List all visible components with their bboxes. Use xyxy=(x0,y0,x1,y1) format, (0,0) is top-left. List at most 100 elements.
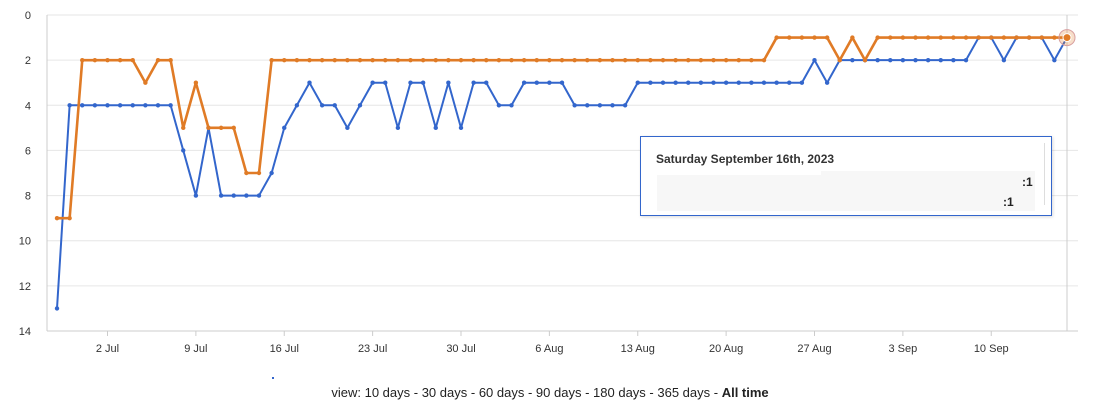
series-1-point xyxy=(294,103,300,108)
series-2-point xyxy=(989,35,994,40)
series-1-point xyxy=(218,193,224,198)
series-2-point xyxy=(976,35,981,40)
series-2-point xyxy=(155,57,161,63)
series-1-point xyxy=(269,170,274,176)
view-option-180-days[interactable]: 180 days xyxy=(593,385,646,400)
series-1-point xyxy=(193,193,199,198)
series-1-point xyxy=(307,80,312,85)
series-2-point xyxy=(420,57,426,63)
series-1-point xyxy=(496,103,502,108)
series-2-point xyxy=(509,57,514,63)
series-1-point xyxy=(761,80,767,85)
series-2-point xyxy=(635,57,640,63)
series-2-point xyxy=(749,57,754,63)
y-tick-label: 4 xyxy=(25,100,31,112)
view-option-all-time[interactable]: All time xyxy=(721,385,769,400)
series-1-point xyxy=(723,80,729,85)
series-1-point xyxy=(799,80,805,85)
series-2-point xyxy=(181,125,186,131)
view-option-90-days[interactable]: 90 days xyxy=(535,385,582,400)
series-2-point xyxy=(446,57,451,63)
series-2-point xyxy=(294,57,300,63)
tooltip-value-series-1: :1 xyxy=(1022,175,1033,189)
series-2-point xyxy=(547,57,552,63)
series-1-point xyxy=(117,103,123,108)
series-2-point xyxy=(824,35,830,40)
view-option-60-days[interactable]: 60 days xyxy=(478,385,525,400)
series-1-point xyxy=(635,80,640,85)
series-2-point xyxy=(408,57,413,63)
series-1-point xyxy=(610,103,615,108)
y-tick-label: 12 xyxy=(19,281,31,293)
y-tick-label: 0 xyxy=(25,10,31,22)
series-1-point xyxy=(711,80,716,85)
series-2-point xyxy=(370,57,375,63)
series-2-point xyxy=(458,57,464,63)
series-2-point xyxy=(357,57,363,63)
series-2-point xyxy=(698,57,704,63)
series-1-point xyxy=(181,148,186,153)
series-1-point xyxy=(383,80,388,85)
series-1-point xyxy=(231,193,236,198)
x-tick-label: 10 Sep xyxy=(974,343,1009,355)
series-2-point xyxy=(812,35,817,40)
series-2-point xyxy=(92,57,98,63)
view-option-30-days[interactable]: 30 days xyxy=(421,385,468,400)
series-1-point xyxy=(824,80,830,85)
tooltip-title: Saturday September 16th, 2023 xyxy=(656,152,835,166)
view-separator: - xyxy=(710,385,722,400)
y-tick-label: 8 xyxy=(25,191,31,203)
view-separator: - xyxy=(524,385,536,400)
view-option-10-days[interactable]: 10 days xyxy=(364,385,411,400)
series-1-point xyxy=(660,80,666,85)
series-2-point xyxy=(395,57,401,63)
series-1-point xyxy=(357,103,363,108)
series-1-point xyxy=(787,80,792,85)
series-1-point xyxy=(67,103,72,108)
series-2-point xyxy=(963,35,969,40)
series-2-point xyxy=(117,57,123,63)
series-1-point xyxy=(585,103,590,108)
series-2-point xyxy=(913,35,918,40)
view-separator: - xyxy=(467,385,479,400)
series-1-point xyxy=(332,103,337,108)
series-2-point xyxy=(193,80,199,85)
series-2-point xyxy=(105,57,110,63)
series-2-point xyxy=(938,35,943,40)
footer-dot xyxy=(272,377,274,379)
hover-point xyxy=(1062,33,1072,43)
rank-line-chart: 0 2 4 6 8 10 12 14 2 Jul 9 Jul 16 Jul 23 Jul 30 Jul 6… xyxy=(19,10,1078,355)
view-prefix: view: xyxy=(331,385,361,400)
series-2-point xyxy=(521,57,527,63)
series-1-point xyxy=(938,57,943,63)
series-1-point xyxy=(282,125,287,131)
x-tick-label: 13 Aug xyxy=(621,343,655,355)
x-tick-label: 30 Jul xyxy=(446,343,475,355)
series-2-point xyxy=(622,57,628,63)
series-2-point xyxy=(256,170,262,176)
series-1-point xyxy=(534,80,539,85)
series-1-point xyxy=(559,80,565,85)
series-2-point xyxy=(875,35,880,40)
view-separator: - xyxy=(410,385,422,400)
series-2-point xyxy=(572,57,577,63)
view-option-365-days[interactable]: 365 days xyxy=(657,385,711,400)
series-2-point xyxy=(787,35,792,40)
series-1-point xyxy=(875,57,880,63)
series-2-point xyxy=(660,57,666,63)
x-tick-label: 9 Jul xyxy=(184,343,207,355)
series-2-point xyxy=(862,57,868,63)
tooltip-body-gap xyxy=(657,171,821,175)
tooltip-divider xyxy=(1044,143,1045,205)
series-1-point xyxy=(420,80,426,85)
x-tick-label: 23 Jul xyxy=(358,343,387,355)
series-2-point xyxy=(282,57,287,63)
series-1-point xyxy=(812,57,817,63)
view-options: 10 days - 30 days - 60 days - 90 days - … xyxy=(365,385,769,400)
series-2-point xyxy=(231,125,236,131)
y-tick-label: 6 xyxy=(25,145,31,157)
series-1-point xyxy=(913,57,918,63)
series-1-point xyxy=(686,80,691,85)
series-1-point xyxy=(597,103,603,108)
series-2-point xyxy=(143,80,148,85)
